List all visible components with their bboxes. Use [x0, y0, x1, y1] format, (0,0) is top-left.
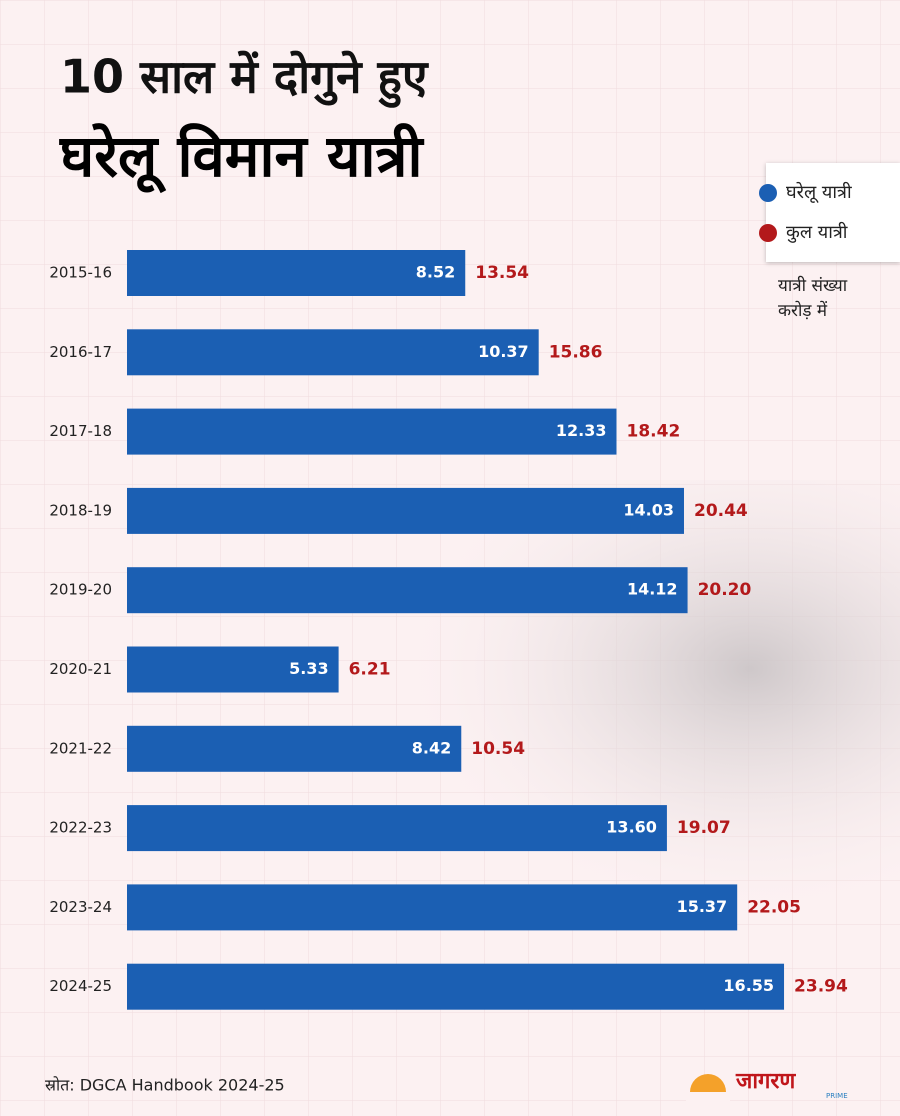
- note-line: यात्री संख्या: [778, 275, 848, 296]
- legend-label: कुल यात्री: [786, 221, 848, 243]
- category-label: 2017-18: [49, 422, 112, 440]
- note-line: करोड़ में: [778, 300, 828, 321]
- total-label: 10.54: [471, 739, 525, 759]
- total-label: 23.94: [794, 977, 848, 997]
- bar: [127, 329, 539, 376]
- source: स्रोत: DGCA Handbook 2024-25: [45, 1076, 285, 1095]
- domestic-label: 14.03: [623, 500, 674, 519]
- subtitle: घरेलू विमान यात्री: [59, 122, 425, 194]
- domestic-label: 13.60: [606, 818, 657, 837]
- bar: [127, 487, 684, 534]
- logo-sub: PRIME: [826, 1092, 848, 1100]
- bar: [127, 567, 688, 614]
- bar: [127, 250, 466, 296]
- domestic-label: 5.33: [289, 659, 328, 678]
- category-label: 2019-20: [49, 581, 112, 599]
- total-label: 19.07: [677, 818, 731, 838]
- category-label: 2022-23: [49, 819, 112, 837]
- domestic-label: 10.37: [478, 342, 529, 361]
- total-label: 20.20: [698, 580, 752, 600]
- legend-swatch: [759, 224, 777, 242]
- category-label: 2020-21: [49, 660, 112, 678]
- total-label: 18.42: [627, 422, 681, 442]
- bar: [127, 884, 738, 931]
- bar: [127, 805, 667, 852]
- legend-box: [766, 163, 900, 262]
- bar: [127, 408, 617, 455]
- total-label: 6.21: [349, 660, 391, 680]
- category-label: 2023-24: [49, 898, 112, 916]
- logo: जागरण: [735, 1069, 796, 1094]
- domestic-label: 15.37: [677, 897, 728, 916]
- title: 10 साल में दोगुने हुए: [60, 50, 429, 109]
- total-label: 22.05: [747, 897, 801, 917]
- category-label: 2021-22: [49, 739, 112, 757]
- domestic-label: 8.52: [416, 263, 455, 282]
- bar: [127, 646, 339, 693]
- bar: [127, 963, 785, 1010]
- bar: [127, 725, 462, 772]
- legend-label: घरेलू यात्री: [786, 181, 852, 203]
- total-label: 15.86: [549, 342, 603, 362]
- domestic-label: 8.42: [412, 738, 451, 757]
- legend-swatch: [759, 184, 777, 202]
- total-label: 20.44: [694, 501, 748, 521]
- category-label: 2024-25: [49, 977, 112, 995]
- category-label: 2018-19: [49, 501, 112, 519]
- total-label: 13.54: [475, 263, 529, 283]
- logo-mask: [686, 1092, 730, 1116]
- domestic-label: 14.12: [627, 580, 678, 599]
- domestic-label: 16.55: [723, 976, 774, 995]
- domestic-label: 12.33: [556, 421, 607, 440]
- category-label: 2015-16: [49, 264, 112, 282]
- category-label: 2016-17: [49, 343, 112, 361]
